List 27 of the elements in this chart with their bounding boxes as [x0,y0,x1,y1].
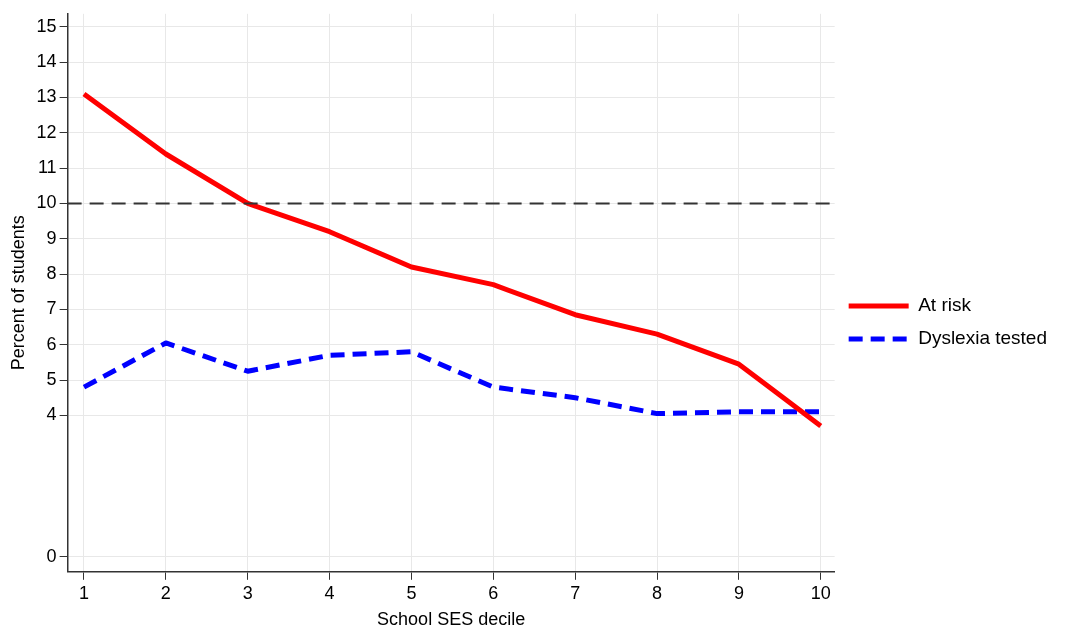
x-tick-label: 4 [324,582,335,603]
y-tick-label: 11 [37,157,57,178]
x-tick-label: 2 [160,582,171,603]
x-tick-label: 7 [570,582,581,603]
y-tick-label: 14 [36,51,57,72]
y-tick-label: 13 [36,86,57,107]
y-tick-label: 4 [46,404,57,425]
y-tick-label: 6 [46,333,57,354]
y-tick-label: 7 [46,298,57,319]
x-tick-label: 1 [78,582,89,603]
y-tick-label: 8 [46,263,57,284]
legend-label: At risk [918,294,972,316]
x-tick-label: 5 [406,582,417,603]
y-tick-label: 10 [36,192,57,213]
y-tick-label: 12 [36,121,57,142]
x-tick-label: 3 [242,582,253,603]
legend-label: Dyslexia tested [918,327,1048,349]
x-tick-label: 9 [733,582,744,603]
y-tick-label: 0 [46,545,57,566]
y-tick-label: 9 [46,227,57,248]
y-tick-label: 5 [46,369,57,389]
x-tick-label: 6 [488,582,499,603]
x-axis-title: School SES decile [377,609,526,630]
y-axis-title: Percent of students [7,215,28,371]
y-tick-label: 15 [36,15,57,36]
x-tick-label: 10 [810,582,831,603]
x-tick-label: 8 [652,582,663,603]
